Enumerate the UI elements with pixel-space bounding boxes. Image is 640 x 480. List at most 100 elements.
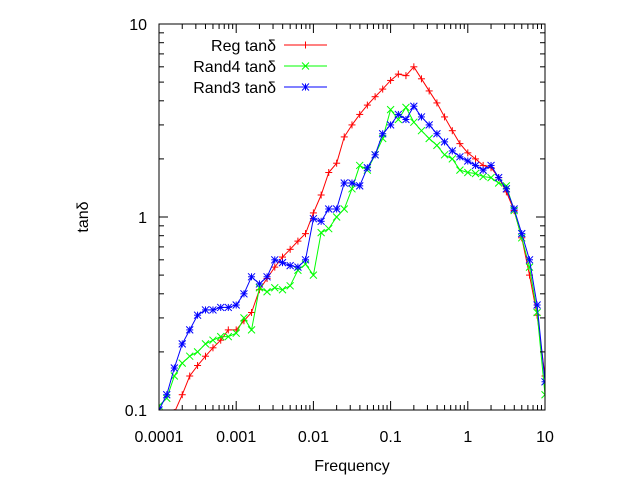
legend-entry: Rand3 tanδ xyxy=(193,80,327,97)
data-point xyxy=(271,263,279,271)
data-point xyxy=(332,205,341,213)
data-point xyxy=(541,372,545,380)
data-point xyxy=(201,306,210,314)
data-point xyxy=(224,332,233,341)
data-point xyxy=(255,283,264,292)
data-point xyxy=(286,281,295,290)
data-point xyxy=(525,263,534,271)
data-point xyxy=(456,152,464,161)
data-point xyxy=(240,289,248,298)
data-point xyxy=(379,85,387,93)
data-point xyxy=(363,163,372,172)
data-point xyxy=(159,406,163,410)
data-point xyxy=(193,311,202,320)
data-point xyxy=(348,184,356,193)
data-point xyxy=(216,303,225,312)
data-point xyxy=(363,101,371,109)
data-point xyxy=(178,391,186,399)
data-point xyxy=(487,173,495,182)
data-point xyxy=(209,336,217,345)
data-point xyxy=(479,166,487,174)
data-point xyxy=(541,377,545,386)
data-point xyxy=(456,166,464,174)
data-point xyxy=(178,359,187,367)
y-tick-label: 0.1 xyxy=(125,403,147,420)
data-point xyxy=(317,217,326,226)
data-point xyxy=(324,224,333,233)
data-point xyxy=(301,255,310,264)
data-point xyxy=(464,149,472,157)
data-point xyxy=(240,314,248,322)
data-point xyxy=(448,155,457,163)
data-point xyxy=(448,147,457,155)
data-point xyxy=(517,229,526,238)
data-point xyxy=(425,121,434,129)
data-point xyxy=(433,99,441,107)
data-point xyxy=(193,348,202,356)
x-tick-label: 0.001 xyxy=(216,429,256,446)
data-point xyxy=(340,205,349,213)
data-point xyxy=(278,258,287,267)
data-point xyxy=(162,390,171,399)
data-point xyxy=(170,372,179,380)
data-point xyxy=(348,179,356,187)
y-tick-label: 1 xyxy=(138,210,147,227)
data-point xyxy=(494,173,503,182)
data-point xyxy=(216,332,225,341)
data-point xyxy=(479,172,487,181)
data-point xyxy=(378,129,387,138)
data-point xyxy=(224,326,232,334)
data-point xyxy=(263,287,271,296)
data-point xyxy=(471,161,480,170)
data-point xyxy=(463,157,472,165)
legend-label: Rand4 tanδ xyxy=(193,59,276,76)
x-axis-title: Frequency xyxy=(314,458,390,475)
data-point xyxy=(417,113,426,121)
data-point xyxy=(332,213,341,221)
data-point xyxy=(186,372,194,380)
data-point xyxy=(286,245,294,253)
data-point xyxy=(162,394,171,403)
data-point xyxy=(387,76,395,84)
series-3 xyxy=(159,102,545,410)
data-point xyxy=(286,261,295,270)
data-point xyxy=(302,41,309,49)
data-point xyxy=(394,70,402,78)
data-point xyxy=(410,63,418,71)
data-point xyxy=(440,138,449,146)
data-point xyxy=(448,127,456,135)
data-point xyxy=(317,191,325,199)
data-point xyxy=(325,169,333,177)
data-point xyxy=(201,340,210,348)
data-point xyxy=(356,110,364,118)
data-point xyxy=(247,272,256,281)
data-point xyxy=(317,228,326,237)
data-point xyxy=(402,103,410,112)
series-1 xyxy=(173,63,545,410)
y-axis-title: tanδ xyxy=(75,201,92,232)
data-point xyxy=(425,134,434,143)
x-tick-label: 0.0001 xyxy=(135,429,184,446)
data-point xyxy=(386,105,395,114)
plot-marks xyxy=(159,63,545,410)
series-line xyxy=(174,65,545,410)
data-point xyxy=(533,301,541,309)
data-point xyxy=(402,115,410,124)
data-point xyxy=(394,110,403,119)
data-point xyxy=(194,362,202,370)
data-point xyxy=(355,182,364,190)
data-point xyxy=(333,159,341,167)
data-point xyxy=(541,390,545,399)
legend-entry: Reg tanδ xyxy=(211,38,327,55)
data-point xyxy=(185,326,194,334)
data-point xyxy=(386,121,395,129)
data-point xyxy=(178,340,187,348)
legend-label: Reg tanδ xyxy=(211,38,276,55)
data-point xyxy=(209,306,217,314)
data-point xyxy=(324,205,333,213)
data-point xyxy=(471,169,480,178)
data-point xyxy=(224,303,233,312)
data-point xyxy=(441,113,449,121)
data-point xyxy=(309,214,318,223)
